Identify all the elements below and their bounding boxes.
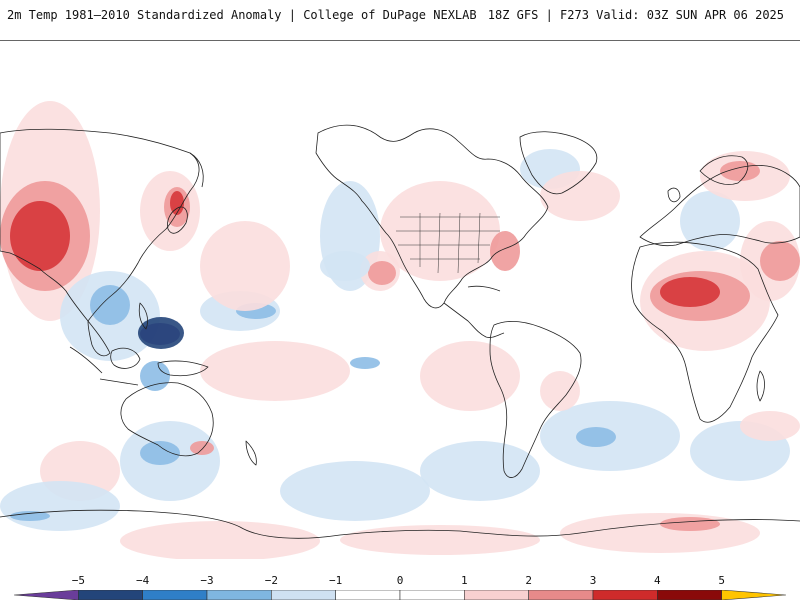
colorbar-bin (721, 590, 787, 600)
anomaly-region (10, 201, 70, 271)
kamchatka (189, 152, 204, 188)
java (99, 378, 139, 386)
colorbar-bin (13, 590, 79, 600)
anomaly-region (90, 285, 130, 325)
colorbar-tick-label: −1 (329, 574, 343, 587)
colorbar-tick-label: 1 (461, 574, 468, 587)
color-scale-legend: −5 −4 −3 −2 −1 0 1 2 3 4 5 (0, 574, 800, 600)
map-header: 2m Temp 1981–2010 Standardized Anomaly |… (0, 0, 800, 38)
british-isles (667, 187, 681, 203)
anomaly-region (10, 511, 50, 521)
anomaly-region (420, 441, 540, 501)
anomaly-region (190, 441, 214, 455)
anomaly-region (320, 251, 370, 281)
africa-coast (631, 241, 779, 423)
anomaly-region (200, 341, 350, 401)
colorbar-bin (657, 590, 722, 600)
anomaly-region (760, 241, 800, 281)
anomaly-region (576, 427, 616, 447)
anomaly-region (660, 277, 720, 307)
map-title: 2m Temp 1981–2010 Standardized Anomaly |… (7, 8, 477, 22)
anomaly-region (120, 521, 320, 559)
colorbar-bin (78, 590, 143, 600)
philippines (138, 302, 148, 330)
anomaly-field (0, 101, 800, 559)
anomaly-region (170, 191, 184, 215)
anomaly-region (540, 171, 620, 221)
anomaly-region (540, 371, 580, 411)
indochina (87, 320, 111, 357)
colorbar-bin (464, 590, 529, 600)
anomaly-region (720, 161, 760, 181)
anomaly-region (368, 261, 396, 285)
colorbar-bin (271, 590, 336, 600)
borneo (110, 347, 141, 369)
colorbar-tick-label: −5 (71, 574, 85, 587)
anomaly-region (140, 441, 180, 465)
colorbar-bin (528, 590, 594, 600)
central-america-coast (443, 302, 505, 338)
colorbar-bin (142, 590, 208, 600)
japan (167, 206, 188, 234)
australia-coast (120, 382, 214, 457)
colorbar-tick-label: −2 (264, 574, 278, 587)
colorbar-bin (206, 590, 272, 600)
new-guinea (157, 360, 209, 377)
colorbar-ramp (13, 590, 787, 600)
antarctica-coast (0, 509, 800, 539)
colorbar-bin (592, 590, 658, 600)
south-america-coast (489, 321, 582, 478)
anomaly-region (0, 481, 120, 531)
us-state-lines (396, 212, 500, 274)
scandinavia (699, 155, 749, 185)
anomaly-region (138, 317, 184, 349)
greenland-coast (519, 131, 598, 195)
anomaly-region (200, 221, 290, 311)
coastlines (0, 124, 800, 539)
sumatra (69, 346, 103, 374)
anomaly-region (490, 231, 520, 271)
colorbar-bin (399, 590, 465, 600)
anomaly-region (740, 411, 800, 441)
asia-coast (0, 128, 200, 322)
anomaly-region (280, 461, 430, 521)
model-run-info: 18Z GFS | F273 Valid: 03Z SUN APR 06 202… (487, 8, 784, 22)
anomaly-region (340, 525, 540, 555)
colorbar-bin (335, 590, 401, 600)
anomaly-region (660, 517, 720, 531)
colorbar-tick-label: 2 (525, 574, 532, 587)
colorbar-tick-label: 0 (396, 574, 404, 587)
anomaly-region (420, 341, 520, 411)
colorbar-tick-label: 5 (718, 574, 725, 587)
colorbar-tick-label: −4 (136, 574, 150, 587)
cuba (467, 285, 501, 292)
anomaly-region (350, 357, 380, 369)
colorbar-tick-label: −3 (200, 574, 214, 587)
north-america-coast (315, 124, 549, 309)
madagascar (756, 370, 765, 402)
anomaly-region (140, 361, 170, 391)
colorbar-tick-label: 4 (654, 574, 661, 587)
colorbar-tick-label: 3 (589, 574, 597, 587)
anomaly-region (560, 513, 760, 553)
anomaly-map (0, 40, 800, 559)
new-zealand (245, 440, 257, 466)
world-map-svg (0, 41, 800, 559)
europe-coast (639, 165, 800, 247)
anomaly-region (680, 191, 740, 251)
